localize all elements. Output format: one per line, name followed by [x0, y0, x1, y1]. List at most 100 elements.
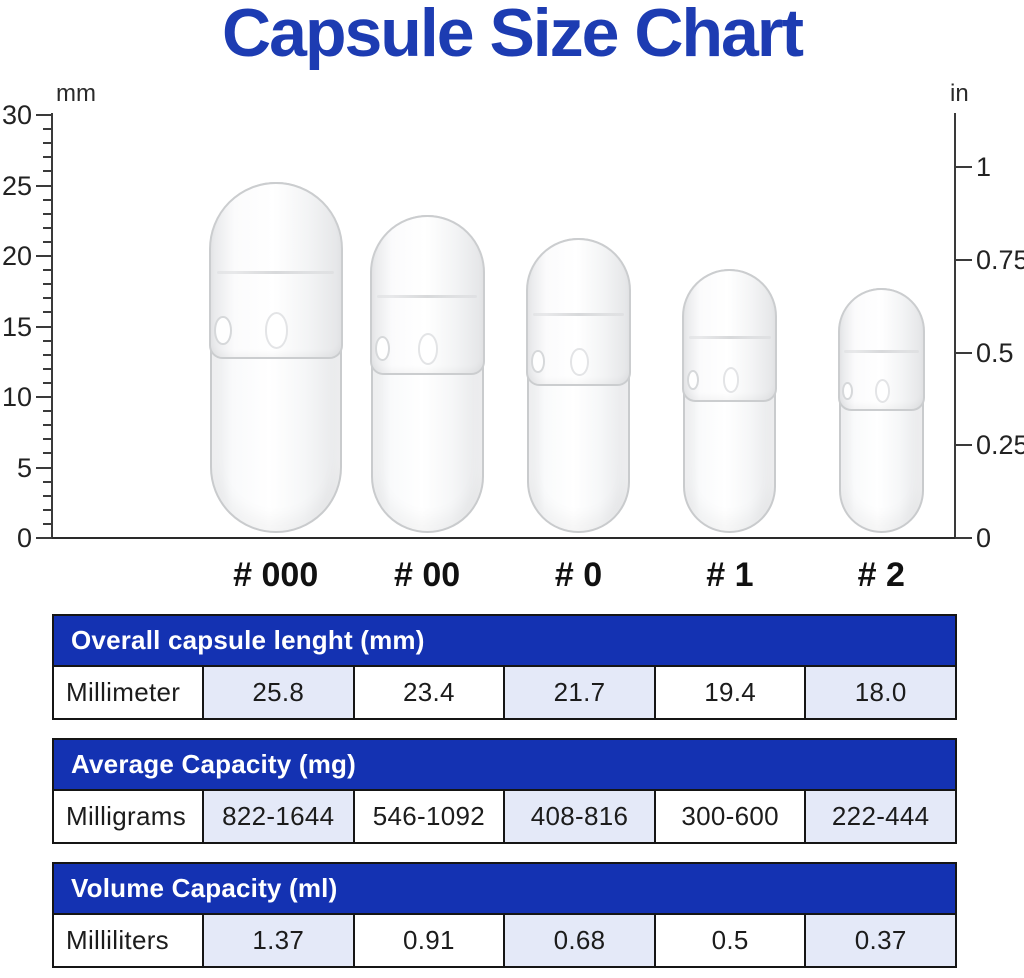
capsule-1: [682, 269, 778, 533]
value-cell-2: 0.37: [804, 915, 955, 966]
value-cell-1: 0.5: [653, 915, 805, 966]
capsule-side-dimple: [374, 336, 390, 362]
value-cell-00: 23.4: [352, 667, 504, 718]
mm-tick-5: [36, 466, 52, 469]
chart-baseline: [36, 537, 957, 539]
mm-tick-label-10: 10: [1, 382, 32, 412]
table-header-label: Overall capsule lenght (mm): [71, 625, 425, 655]
in-tick-label-1: 1: [976, 152, 992, 182]
capsule-side-dimple: [531, 350, 545, 373]
capsule-center-dimple: [874, 379, 891, 404]
mm-tick-3: [43, 494, 52, 497]
mm-tick-12: [43, 367, 52, 370]
value-cell-2: 18.0: [804, 667, 955, 718]
table-header: Average Capacity (mg): [54, 740, 955, 791]
capsule-ring-line: [688, 336, 771, 340]
capsule-side-dimple: [842, 381, 854, 401]
capsule-center-dimple: [417, 333, 439, 365]
mm-tick-label-30: 30: [1, 100, 32, 130]
row-label: Milligrams: [54, 791, 202, 842]
left-axis-line: [51, 113, 53, 539]
left-axis-unit-label: mm: [56, 80, 96, 107]
value-cell-000: 25.8: [202, 667, 353, 718]
value-cell-0: 21.7: [503, 667, 654, 718]
capsule-center-dimple: [722, 367, 740, 394]
category-label-2: # 2: [857, 556, 905, 594]
value-cell-2: 222-444: [804, 791, 955, 842]
capsule-center-dimple: [264, 312, 289, 350]
table-row: Milliliters 1.37 0.91 0.68 0.5 0.37: [54, 915, 955, 966]
table-row: Millimeter 25.8 23.4 21.7 19.4 18.0: [54, 667, 955, 718]
capsule-side-dimple: [214, 315, 232, 345]
table-header: Overall capsule lenght (mm): [54, 616, 955, 667]
capsule-ring-line: [533, 312, 624, 316]
mm-tick-4: [43, 480, 52, 483]
mm-tick-10: [36, 396, 52, 398]
mm-tick-21: [43, 240, 52, 243]
mm-tick-18: [43, 283, 52, 286]
mm-tick-27: [43, 156, 52, 159]
mm-tick-15: [36, 325, 52, 328]
mm-tick-23: [43, 212, 52, 215]
value-cell-1: 300-600: [653, 791, 805, 842]
capsule-0: [526, 237, 631, 533]
in-tick-label-0.25: 0.25: [976, 430, 1024, 461]
mm-tick-13: [43, 353, 52, 356]
category-label-000: # 000: [233, 556, 319, 594]
value-cell-0: 408-816: [503, 791, 654, 842]
in-tick-0.25: [955, 444, 972, 447]
capsule-ring-line: [376, 295, 478, 299]
category-label-1: # 1: [706, 556, 754, 594]
mm-tick-24: [43, 198, 52, 201]
mm-tick-14: [43, 339, 52, 342]
right-axis-unit-label: in: [950, 80, 969, 107]
mm-tick-16: [43, 311, 52, 314]
table-header-label: Average Capacity (mg): [71, 749, 356, 779]
capsule-00: [369, 214, 485, 533]
mm-tick-28: [43, 142, 52, 145]
value-cell-00: 0.91: [352, 915, 504, 966]
mm-tick-label-25: 25: [1, 170, 32, 201]
in-tick-label-0.75: 0.75: [976, 244, 1024, 275]
mm-tick-17: [43, 297, 52, 300]
mm-tick-29: [43, 128, 52, 131]
mm-tick-7: [43, 438, 52, 441]
table-average-capacity: Average Capacity (mg) Milligrams 822-164…: [52, 738, 957, 844]
in-tick-0: [955, 537, 972, 539]
value-cell-000: 822-1644: [202, 791, 353, 842]
mm-tick-8: [43, 424, 52, 427]
value-cell-0: 0.68: [503, 915, 654, 966]
capsule-ring-line: [216, 270, 335, 274]
value-cell-1: 19.4: [653, 667, 805, 718]
capsule-000: [208, 182, 343, 533]
mm-tick-22: [43, 226, 52, 229]
mm-tick-11: [43, 381, 52, 384]
category-label-00: # 00: [394, 556, 461, 594]
row-label: Millimeter: [54, 667, 202, 718]
mm-tick-label-5: 5: [16, 452, 32, 483]
mm-tick-2: [43, 508, 52, 511]
mm-tick-19: [43, 269, 52, 272]
table-row: Milligrams 822-1644 546-1092 408-816 300…: [54, 791, 955, 842]
in-tick-label-0: 0: [976, 523, 992, 553]
capsule-ring-line: [843, 350, 919, 354]
mm-tick-30: [36, 114, 52, 116]
mm-tick-label-15: 15: [1, 311, 32, 342]
right-axis-line: [954, 113, 956, 539]
table-header-label: Volume Capacity (ml): [71, 873, 338, 903]
category-label-0: # 0: [554, 556, 603, 594]
page-title: Capsule Size Chart: [222, 0, 804, 71]
mm-tick-1: [43, 522, 52, 525]
mm-tick-25: [36, 184, 52, 187]
mm-tick-20: [36, 255, 52, 257]
mm-tick-26: [43, 170, 52, 173]
capsule-center-dimple: [570, 347, 589, 377]
in-tick-1: [955, 166, 972, 168]
capsule-side-dimple: [687, 369, 700, 391]
table-header: Volume Capacity (ml): [54, 864, 955, 915]
mm-tick-label-20: 20: [1, 241, 32, 271]
table-volume-capacity: Volume Capacity (ml) Milliliters 1.37 0.…: [52, 862, 957, 968]
value-cell-00: 546-1092: [352, 791, 504, 842]
capsule-2: [837, 288, 925, 533]
